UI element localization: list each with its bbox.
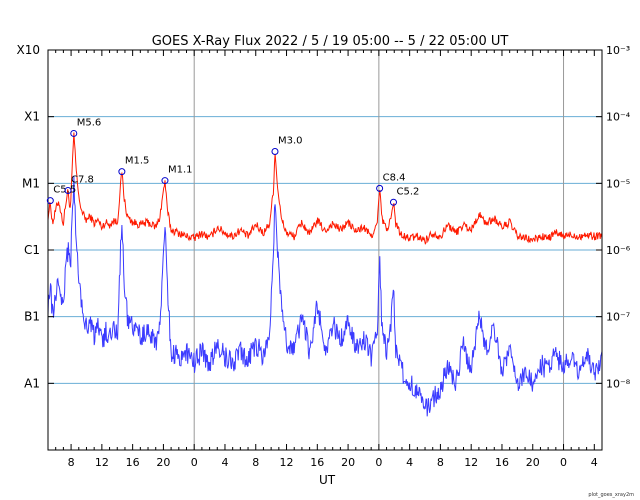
x-tick-label: 12 — [464, 456, 478, 469]
y-axis-right: 10⁻³ 10⁻⁴ 10⁻⁵ 10⁻⁶ 10⁻⁷ 10⁻⁸ — [596, 44, 631, 390]
flare-marker — [271, 148, 279, 156]
x-tick-label: 0 — [560, 456, 567, 469]
flare-label: M3.0 — [278, 136, 303, 147]
x-tick-label: 0 — [191, 456, 198, 469]
x-axis-label: UT — [319, 473, 336, 487]
y-axis-left: X10 X1 M1 C1 B1 A1 — [17, 43, 54, 390]
y-tick-label-left: X10 — [17, 43, 41, 57]
y-tick-label-left: A1 — [24, 376, 40, 390]
x-axis: 8 12 16 20 0 4 8 12 16 20 0 4 8 12 16 20 0 4 — [47, 50, 603, 469]
series-group — [47, 132, 603, 417]
x-tick-label: 20 — [341, 456, 355, 469]
y-tick-label-right: 10⁻⁸ — [606, 377, 631, 390]
flare-marker — [389, 198, 397, 206]
x-tick-label: 12 — [280, 456, 294, 469]
flare-marker — [376, 184, 384, 192]
x-tick-label: 8 — [68, 456, 75, 469]
x-tick-label: 8 — [252, 456, 259, 469]
flare-marker — [46, 197, 54, 205]
flare-label: C5.2 — [396, 186, 419, 197]
y-tick-label-right: 10⁻³ — [606, 44, 630, 57]
x-tick-label: 16 — [495, 456, 509, 469]
long-wave-series-line — [47, 132, 603, 245]
flare-marker — [118, 168, 126, 176]
day-boundary-lines — [193, 50, 565, 450]
flare-marker — [70, 129, 78, 137]
flare-marker — [64, 187, 72, 195]
grid-lines — [48, 116, 602, 384]
flare-label: M1.5 — [125, 156, 150, 167]
y-tick-label-right: 10⁻⁴ — [606, 111, 631, 124]
x-tick-label: 16 — [310, 456, 324, 469]
x-tick-label: 16 — [126, 456, 140, 469]
x-tick-label: 20 — [526, 456, 540, 469]
flare-label: C8.4 — [383, 172, 406, 183]
y-tick-label-right: 10⁻⁶ — [606, 244, 631, 257]
x-tick-label: 4 — [406, 456, 413, 469]
short-wave-series-line — [47, 175, 603, 417]
flare-label: C7.8 — [71, 175, 94, 186]
chart-title: GOES X-Ray Flux 2022 / 5 / 19 05:00 -- 5… — [152, 34, 509, 49]
y-tick-label-right: 10⁻⁷ — [606, 311, 630, 324]
y-tick-label-left: C1 — [24, 243, 40, 257]
flare-annotations: C5.5C7.8M5.6M1.5M1.1M3.0C8.4C5.2 — [46, 117, 419, 206]
footer-label: plot_goes_xray2m — [588, 492, 634, 498]
y-tick-label-left: X1 — [24, 110, 40, 124]
y-tick-label-right: 10⁻⁵ — [606, 177, 630, 190]
x-tick-label: 12 — [95, 456, 109, 469]
flare-label: M5.6 — [77, 117, 102, 128]
x-tick-label: 4 — [221, 456, 228, 469]
flare-label: M1.1 — [168, 165, 193, 176]
x-tick-label: 4 — [591, 456, 598, 469]
x-tick-label: 0 — [375, 456, 382, 469]
x-tick-label: 8 — [437, 456, 444, 469]
flare-marker — [161, 177, 169, 185]
y-tick-label-left: B1 — [24, 310, 40, 324]
y-tick-label-left: M1 — [22, 176, 40, 190]
x-tick-label: 20 — [156, 456, 170, 469]
